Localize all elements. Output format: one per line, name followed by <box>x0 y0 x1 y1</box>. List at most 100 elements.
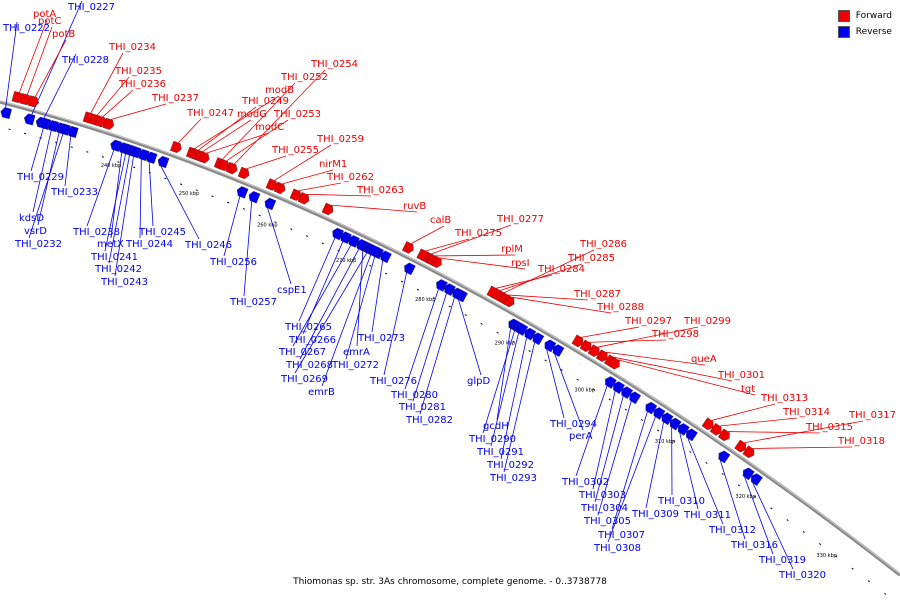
leader-THI_0311 <box>679 432 699 510</box>
legend-forward: Forward <box>837 8 892 24</box>
leader-queA <box>605 351 706 366</box>
gene-arrow-THI_0311 <box>677 423 690 436</box>
leader-THI_0307 <box>611 411 648 530</box>
tick-mark <box>8 128 11 131</box>
leader-THI_0257 <box>243 201 253 297</box>
leader-glpD <box>458 299 482 376</box>
gene-label-THI_0301: THI_0301 <box>717 370 765 381</box>
gene-label-THI_0319: THI_0319 <box>758 555 806 566</box>
gene-label-THI_0308: THI_0308 <box>593 543 641 554</box>
leader-tgt <box>617 359 756 396</box>
gene-label-potA: potA <box>33 9 56 20</box>
leader-THI_0313 <box>711 403 776 421</box>
tick-mark <box>101 156 104 158</box>
gene-arrow-THI_0298 <box>579 339 592 353</box>
tick-mark <box>818 543 822 546</box>
leader-emrA <box>356 250 364 347</box>
gene-arrow-THI_0304 <box>621 386 634 400</box>
gene-label-THI_0318: THI_0318 <box>837 436 885 447</box>
tick-mark <box>608 398 611 401</box>
tick-mark <box>721 473 724 476</box>
leader-THI_0242 <box>108 155 130 264</box>
gene-arrow-THI_0312 <box>685 428 698 442</box>
gene-label-THI_0222: THI_0222 <box>2 23 50 34</box>
tick-mark <box>544 359 547 362</box>
legend-forward-label: Forward <box>855 11 892 21</box>
leader-THI_0304 <box>594 396 624 503</box>
gene-arrow-THI_0293 <box>532 332 545 346</box>
gene-label-THI_0259: THI_0259 <box>316 134 364 145</box>
gene-label-THI_0229: THI_0229 <box>16 172 64 183</box>
gene-label-rpsI: rpsI <box>511 258 530 269</box>
gene-label-THI_0290: THI_0290 <box>468 434 516 445</box>
gene-label-perA: perA <box>569 431 593 442</box>
gene-label-THI_0291: THI_0291 <box>476 447 524 458</box>
leader-THI_0294 <box>546 349 565 419</box>
gene-label-metX: metX <box>97 239 124 250</box>
gene-label-nirM1: nirM1 <box>319 159 347 170</box>
tick-mark <box>242 208 246 210</box>
gene-label-THI_0249: THI_0249 <box>241 96 289 107</box>
gene-label-THI_0320: THI_0320 <box>778 570 826 581</box>
gene-label-THI_0263: THI_0263 <box>356 185 404 196</box>
leader-potC <box>26 26 53 95</box>
leader-THI_0246 <box>160 166 200 240</box>
leader-THI_0233 <box>64 136 72 187</box>
gene-label-THI_0286: THI_0286 <box>579 239 627 250</box>
gene-label-THI_0244: THI_0244 <box>125 239 173 250</box>
gene-arrow-THI_0268 <box>356 238 368 252</box>
leader-THI_0252 <box>222 82 296 160</box>
gene-arrow-THI_0302 <box>605 376 617 389</box>
gene-arrow-THI_0313 <box>701 417 714 431</box>
leader-THI_0282 <box>419 297 455 415</box>
gene-label-THI_0298: THI_0298 <box>651 329 699 340</box>
tick-label: 320 kbp <box>736 494 756 500</box>
tick-mark <box>528 350 531 352</box>
gene-label-THI_0294: THI_0294 <box>549 419 597 430</box>
gene-label-THI_0243: THI_0243 <box>100 277 148 288</box>
gene-arrow-ruvB <box>321 202 334 216</box>
tick-label: 240 kbp <box>101 163 121 169</box>
gene-arrow-THI_0309 <box>661 412 674 426</box>
leader-THI_0228 <box>39 53 77 128</box>
gene-arrow-THI_0320 <box>750 473 763 486</box>
gene-label-THI_0284: THI_0284 <box>537 264 585 275</box>
gene-arrow-THI_0318 <box>742 445 755 459</box>
leader-nirM1 <box>282 169 334 185</box>
tick-mark <box>689 450 692 453</box>
leader-THI_0272 <box>345 256 376 360</box>
leader-THI_0269 <box>294 252 368 374</box>
leader-rplM <box>435 254 516 257</box>
tick-marks <box>8 128 887 595</box>
gene-features <box>0 91 763 486</box>
tick-mark <box>133 166 136 169</box>
gene-label-THI_0280: THI_0280 <box>390 390 438 401</box>
gene-label-THI_0281: THI_0281 <box>398 402 446 413</box>
leader-calB <box>410 225 445 244</box>
gene-label-THI_0282: THI_0282 <box>405 415 453 426</box>
gene-arrow-THI_0307 <box>645 401 658 415</box>
gene-arrow-cspE1 <box>264 197 277 211</box>
gene-label-THI_0310: THI_0310 <box>657 496 705 507</box>
gene-label-THI_0317: THI_0317 <box>848 410 896 421</box>
tick-label: 280 kbp <box>415 297 435 303</box>
gene-label-THI_0311: THI_0311 <box>683 510 731 521</box>
gene-arrow-nirM1 <box>273 181 286 195</box>
legend-reverse: Reverse <box>837 24 892 40</box>
leader-THI_0288 <box>512 296 612 314</box>
leader-THI_0244 <box>139 159 142 239</box>
gene-arrow-queA <box>595 349 608 362</box>
leader-THI_0280 <box>404 289 439 390</box>
gene-arrow-THI_0292 <box>524 327 537 341</box>
leader-THI_0302 <box>575 385 608 477</box>
gene-arrow-THI_0232 <box>59 123 71 136</box>
tick-label: 260 kbp <box>257 222 277 228</box>
gene-label-THI_0273: THI_0273 <box>357 333 405 344</box>
tick-mark <box>23 132 27 135</box>
tick-mark <box>86 151 89 153</box>
gene-arrow-THI_0288 <box>502 294 515 308</box>
tick-mark <box>835 555 838 558</box>
gene-arrow-THI_0257 <box>248 191 261 204</box>
leader-ruvB <box>330 204 418 213</box>
leader-THI_0273 <box>371 260 384 333</box>
